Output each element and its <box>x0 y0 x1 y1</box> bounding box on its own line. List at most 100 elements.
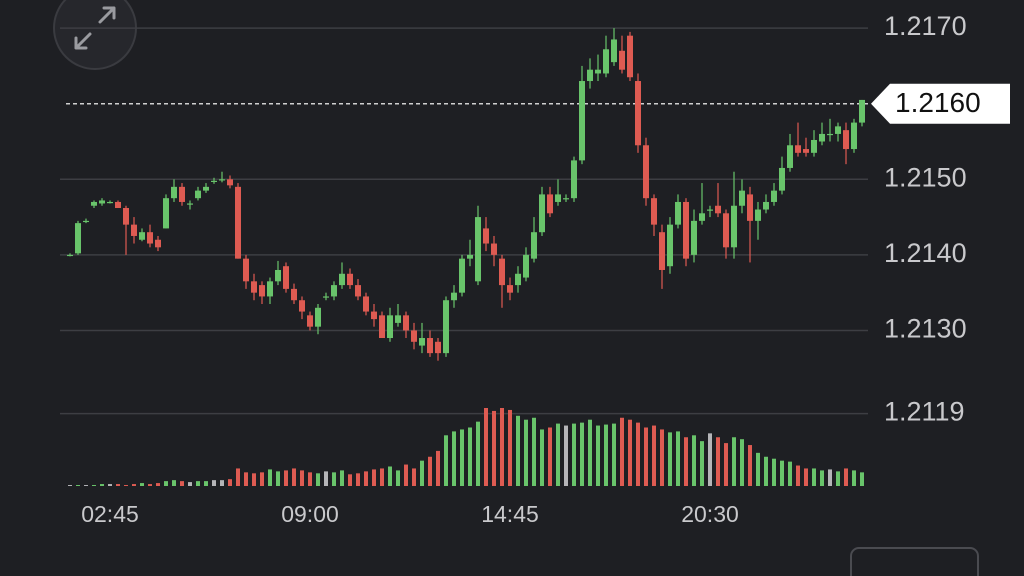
volume-bar <box>676 431 680 486</box>
marks <box>67 28 865 486</box>
candle-body <box>563 198 569 200</box>
candle-body <box>275 269 281 282</box>
candle-body <box>379 315 385 339</box>
volume-bar <box>412 468 416 486</box>
labels: 1.2170 1.2150 1.2140 1.2130 1.2119 1.2160 02:4… <box>81 11 1010 527</box>
volume-bar <box>724 443 728 486</box>
candle-body <box>683 201 689 259</box>
volume-bar <box>172 480 176 486</box>
volume-bar <box>484 408 488 486</box>
candle-body <box>603 49 609 74</box>
candle-body <box>131 224 137 236</box>
volume-bar <box>444 435 448 486</box>
volume-bar <box>356 473 360 486</box>
candle-body <box>155 239 161 248</box>
candle-body <box>299 300 305 312</box>
candle-body <box>323 296 329 298</box>
candle-body <box>451 292 457 301</box>
volume-bar <box>180 481 184 486</box>
volume-bar <box>212 480 216 486</box>
candle-body <box>755 209 761 221</box>
volume-bar <box>596 425 600 486</box>
volume-bar <box>604 424 608 486</box>
candle-body <box>371 311 377 320</box>
volume-bar <box>844 468 848 486</box>
volume-bar <box>708 433 712 486</box>
volume-bar <box>148 484 152 486</box>
bottom-button[interactable] <box>850 547 979 576</box>
candle-body <box>187 203 193 205</box>
volume-bar <box>108 484 112 486</box>
expand-icon[interactable] <box>74 6 116 50</box>
y-tick-label: 1.2140 <box>884 238 967 268</box>
expand-button[interactable] <box>53 0 137 70</box>
candle-body <box>459 258 465 293</box>
candle-body <box>403 315 409 331</box>
volume-bar <box>428 456 432 486</box>
volume-bar <box>244 472 248 486</box>
volume-bar <box>68 485 72 486</box>
candle-body <box>467 254 473 259</box>
volume-bar <box>220 480 224 486</box>
last-price-tag <box>871 83 1010 124</box>
candle-body <box>763 201 769 210</box>
candle-body <box>443 300 449 354</box>
candle-body <box>691 220 697 255</box>
candle-body <box>483 228 489 244</box>
volume-bar <box>516 415 520 486</box>
volume-bar <box>156 483 160 486</box>
candle-body <box>771 190 777 202</box>
candle-body <box>347 273 353 286</box>
candle-body <box>667 224 673 267</box>
y-tick-label: 1.2170 <box>884 11 967 41</box>
candle-body <box>259 285 265 297</box>
volume-bar <box>100 484 104 486</box>
volume-bar <box>188 482 192 486</box>
x-tick-label: 14:45 <box>481 501 539 527</box>
candle-body <box>715 205 721 214</box>
candle-body <box>235 186 241 259</box>
candle-body <box>83 220 89 223</box>
candle-body <box>315 307 321 327</box>
candle-body <box>475 217 481 282</box>
volume-bar <box>700 441 704 486</box>
candle-body <box>531 232 537 259</box>
volume-bar <box>364 471 368 486</box>
candle-body <box>251 281 257 293</box>
volume-bar <box>612 423 616 486</box>
volume-bar <box>820 470 824 486</box>
volume-bar <box>460 429 464 486</box>
candle-body <box>627 35 633 78</box>
volume-bar <box>316 473 320 486</box>
volume-bar <box>332 472 336 486</box>
candle-body <box>219 179 225 181</box>
candle-body <box>123 208 129 225</box>
candle-body <box>507 285 513 293</box>
volume-bar <box>540 429 544 486</box>
volume-bar <box>588 419 592 486</box>
candle-body <box>179 186 185 202</box>
candle-body <box>243 258 249 282</box>
volume-bar <box>580 422 584 486</box>
candle-body <box>811 139 817 153</box>
candle-body <box>595 69 601 74</box>
expand-button-circle[interactable] <box>53 0 137 70</box>
volume-bar <box>860 472 864 486</box>
candle-body <box>779 167 785 191</box>
volume-bar <box>764 456 768 486</box>
volume-bar <box>796 465 800 486</box>
candle-body <box>619 50 625 70</box>
candle-body <box>163 198 169 229</box>
candle-body <box>203 186 209 191</box>
volume-bar <box>164 481 168 486</box>
candle-body <box>739 190 745 206</box>
candle-body <box>795 145 801 153</box>
volume-bar <box>748 445 752 486</box>
volume-bar <box>620 417 624 486</box>
volume-bar <box>556 423 560 486</box>
volume-bar <box>196 481 200 486</box>
volume-bar <box>404 464 408 486</box>
candle-body <box>395 315 401 323</box>
candle-body <box>579 81 585 161</box>
